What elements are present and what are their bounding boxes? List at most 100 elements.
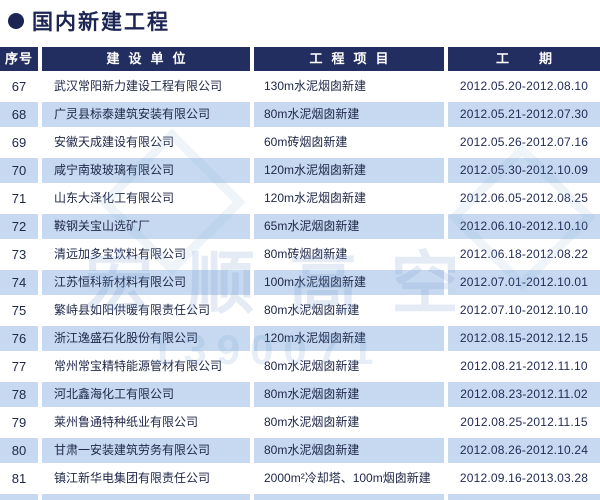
table-row-cell: 65m水泥烟囱新建: [254, 214, 444, 239]
table-cell-no: 79: [0, 410, 38, 435]
table-cell-company: 甘肃一安装建筑劳务有限公司: [42, 438, 250, 463]
table-cell-project: 80m水泥烟囱新建: [254, 354, 444, 379]
table-cell-company: 广灵县标泰建筑安装有限公司: [42, 102, 250, 127]
table-cell-project: 80m水泥烟囱新建: [254, 298, 444, 323]
partial-cell: [42, 494, 250, 500]
table-cell-period: 2012.08.26-2012.10.24: [448, 438, 600, 463]
table-row-cell: 2000m²冷却塔、100m烟囱新建: [254, 466, 444, 491]
table-cell-project: 80m水泥烟囱新建: [254, 102, 444, 127]
table-cell-period: 2012.05.30-2012.10.09: [448, 158, 600, 183]
table-cell-project: 60m砖烟囱新建: [254, 130, 444, 155]
table-row-cell: 咸宁南玻玻璃有限公司: [42, 158, 250, 183]
table-row-cell: 80: [0, 438, 38, 463]
table-row-cell: 100m水泥烟囱新建: [254, 270, 444, 295]
column-header-company: 建设单位: [42, 47, 250, 71]
table-cell-period: 2012.08.21-2012.11.10: [448, 354, 600, 379]
table-cell-no: 78: [0, 382, 38, 407]
table-row-cell: 2012.08.25-2012.11.15: [448, 410, 600, 435]
table-cell-company: 江苏恒科新材料有限公司: [42, 270, 250, 295]
table-cell-company: 河北鑫海化工有限公司: [42, 382, 250, 407]
table-cell-period: 2012.06.05-2012.08.25: [448, 186, 600, 211]
table-cell-no: 68: [0, 102, 38, 127]
table-cell-project: 80m水泥烟囱新建: [254, 438, 444, 463]
table-cell-period: 2012.08.23-2012.11.02: [448, 382, 600, 407]
table-row-cell: 清远加多宝饮料有限公司: [42, 242, 250, 267]
table-cell-project: 120m水泥烟囱新建: [254, 186, 444, 211]
table-row-cell: 80m水泥烟囱新建: [254, 354, 444, 379]
table-row-cell: 79: [0, 410, 38, 435]
table-cell-period: 2012.08.15-2012.12.15: [448, 326, 600, 351]
table-row-cell: 河北鑫海化工有限公司: [42, 382, 250, 407]
table-row-cell: 2012.08.26-2012.10.24: [448, 438, 600, 463]
table-cell-no: 71: [0, 186, 38, 211]
table-row-cell: 75: [0, 298, 38, 323]
table-cell-period: 2012.09.16-2013.03.28: [448, 466, 600, 491]
table-row-cell: 2012.08.21-2012.11.10: [448, 354, 600, 379]
table-row-cell: 73: [0, 242, 38, 267]
table-row-cell: 常州常宝精特能源管材有限公司: [42, 354, 250, 379]
table-row-cell: 81: [0, 466, 38, 491]
table-cell-project: 130m水泥烟囱新建: [254, 74, 444, 99]
page-title: 国内新建工程: [8, 6, 170, 36]
table-cell-period: 2012.05.21-2012.07.30: [448, 102, 600, 127]
table-cell-company: 武汉常阳新力建设工程有限公司: [42, 74, 250, 99]
table-row-cell: 76: [0, 326, 38, 351]
table-cell-project: 80m水泥烟囱新建: [254, 382, 444, 407]
table-row-cell: 2012.05.30-2012.10.09: [448, 158, 600, 183]
table-cell-no: 75: [0, 298, 38, 323]
table-cell-period: 2012.05.20-2012.08.10: [448, 74, 600, 99]
table-row-cell: 2012.07.10-2012.10.10: [448, 298, 600, 323]
table-row-cell: 山东大泽化工有限公司: [42, 186, 250, 211]
table-body: 67 武汉常阳新力建设工程有限公司 130m水泥烟囱新建 2012.05.20-201…: [0, 74, 600, 491]
column-header-project: 工程项目: [254, 47, 444, 71]
table-row-cell: 78: [0, 382, 38, 407]
table-row-cell: 繁峙县如阳供暖有限责任公司: [42, 298, 250, 323]
table-row-cell: 80m水泥烟囱新建: [254, 102, 444, 127]
table-row-cell: 2012.08.23-2012.11.02: [448, 382, 600, 407]
table-row-cell: 武汉常阳新力建设工程有限公司: [42, 74, 250, 99]
table-cell-company: 清远加多宝饮料有限公司: [42, 242, 250, 267]
table-cell-company: 镇江新华电集团有限责任公司: [42, 466, 250, 491]
table-cell-no: 74: [0, 270, 38, 295]
table-cell-company: 山东大泽化工有限公司: [42, 186, 250, 211]
table-cell-no: 81: [0, 466, 38, 491]
table-cell-project: 65m水泥烟囱新建: [254, 214, 444, 239]
table-cell-project: 120m水泥烟囱新建: [254, 158, 444, 183]
table-row-cell: 2012.05.20-2012.08.10: [448, 74, 600, 99]
circle-bullet-icon: [8, 13, 24, 29]
table-cell-no: 77: [0, 354, 38, 379]
table-cell-period: 2012.06.18-2012.08.22: [448, 242, 600, 267]
table-row-cell: 浙江逸盛石化股份有限公司: [42, 326, 250, 351]
table-row-cell: 2012.06.05-2012.08.25: [448, 186, 600, 211]
table-cell-project: 80m水泥烟囱新建: [254, 410, 444, 435]
table-row-cell: 120m水泥烟囱新建: [254, 186, 444, 211]
table-cell-company: 咸宁南玻玻璃有限公司: [42, 158, 250, 183]
table-cell-company: 安徽天成建设有限公司: [42, 130, 250, 155]
table-row-cell: 120m水泥烟囱新建: [254, 326, 444, 351]
table-row-cell: 2012.06.10-2012.10.10: [448, 214, 600, 239]
partial-cell: [0, 494, 38, 500]
table-row-cell: 60m砖烟囱新建: [254, 130, 444, 155]
table-cell-period: 2012.07.10-2012.10.10: [448, 298, 600, 323]
table-row-cell: 80m水泥烟囱新建: [254, 382, 444, 407]
table-row-cell: 镇江新华电集团有限责任公司: [42, 466, 250, 491]
table-row-cell: 72: [0, 214, 38, 239]
table-row-cell: 67: [0, 74, 38, 99]
table-row-cell: 80m水泥烟囱新建: [254, 410, 444, 435]
table-cell-period: 2012.05.26-2012.07.16: [448, 130, 600, 155]
table-cell-period: 2012.07.01-2012.10.01: [448, 270, 600, 295]
table-row-cell: 甘肃一安装建筑劳务有限公司: [42, 438, 250, 463]
table-cell-company: 浙江逸盛石化股份有限公司: [42, 326, 250, 351]
table-row-cell: 80m水泥烟囱新建: [254, 438, 444, 463]
table-row-cell: 74: [0, 270, 38, 295]
table-row-cell: 80m砖烟囱新建: [254, 242, 444, 267]
table-row-cell: 2012.07.01-2012.10.01: [448, 270, 600, 295]
table-row-cell: 莱州鲁通特种纸业有限公司: [42, 410, 250, 435]
table-cell-period: 2012.06.10-2012.10.10: [448, 214, 600, 239]
table-cell-project: 80m砖烟囱新建: [254, 242, 444, 267]
table-cell-project: 120m水泥烟囱新建: [254, 326, 444, 351]
table-cell-period: 2012.08.25-2012.11.15: [448, 410, 600, 435]
table-row-cell: 广灵县标泰建筑安装有限公司: [42, 102, 250, 127]
table-row-cell: 2012.06.18-2012.08.22: [448, 242, 600, 267]
table-cell-no: 72: [0, 214, 38, 239]
